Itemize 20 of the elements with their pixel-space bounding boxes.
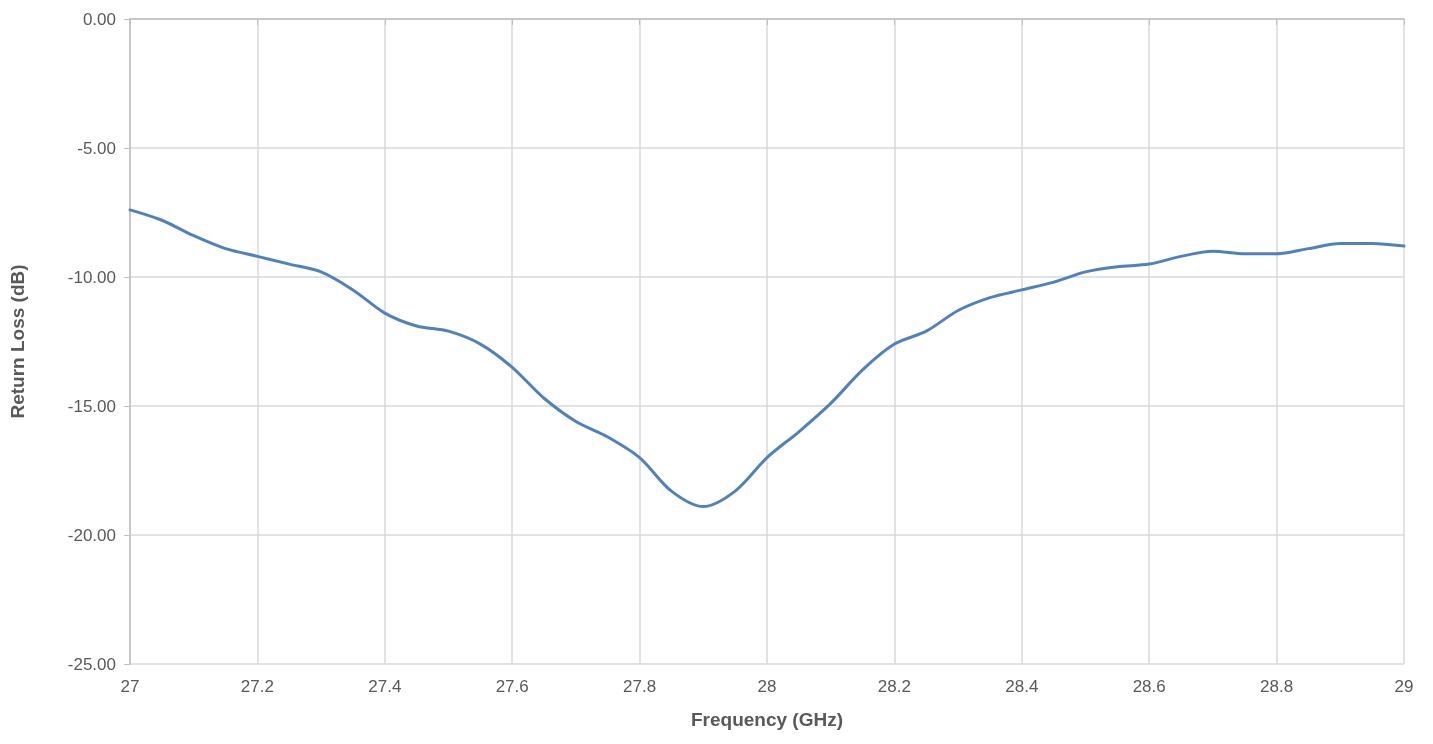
x-tick-label: 28.2 bbox=[877, 677, 911, 696]
x-tick-label: 27.4 bbox=[368, 677, 402, 696]
line-series bbox=[128, 208, 1406, 509]
x-tick-label: 27.2 bbox=[240, 677, 274, 696]
x-tick-label: 28 bbox=[757, 677, 777, 696]
x-tick-label: 28.8 bbox=[1260, 677, 1294, 696]
y-tick-label: -25.00 bbox=[67, 654, 116, 674]
x-tick-label: 27.6 bbox=[495, 677, 529, 696]
y-tick-label: 0.00 bbox=[82, 9, 116, 29]
x-axis-title: Frequency (GHz) bbox=[690, 709, 844, 730]
y-tick-label: -15.00 bbox=[67, 396, 116, 416]
y-tick-label: -10.00 bbox=[67, 267, 116, 287]
y-axis-title: Return Loss (dB) bbox=[7, 264, 28, 419]
y-tick-label: -20.00 bbox=[67, 525, 116, 545]
y-tick-label: -5.00 bbox=[77, 138, 116, 158]
x-tick-label: 28.4 bbox=[1005, 677, 1039, 696]
x-tick-label: 28.6 bbox=[1132, 677, 1166, 696]
x-tick-label: 27.8 bbox=[623, 677, 657, 696]
x-tick-label: 27 bbox=[120, 677, 140, 696]
x-tick-label: 29 bbox=[1394, 677, 1414, 696]
